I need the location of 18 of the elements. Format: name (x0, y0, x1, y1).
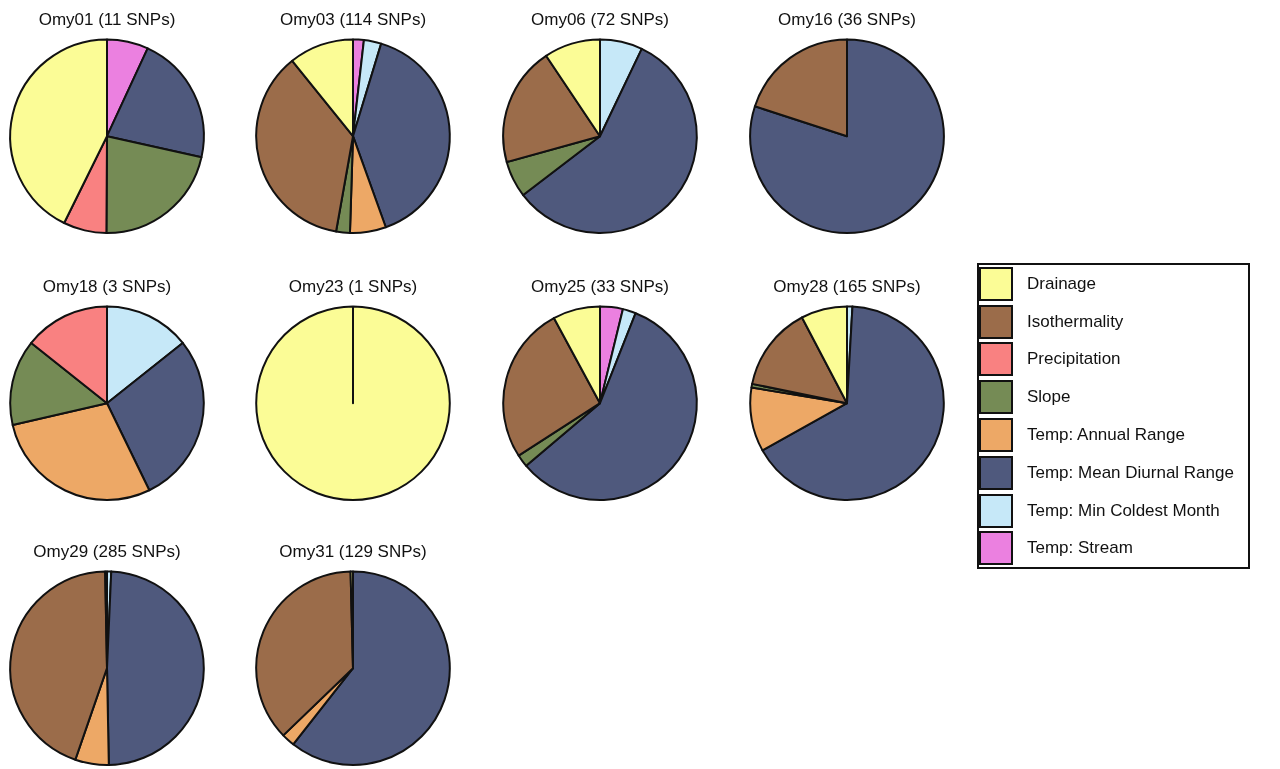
chart-title: Omy18 (3 SNPs) (42, 276, 172, 296)
chart-title: Omy16 (36 SNPs) (778, 9, 916, 29)
chart-title: Omy25 (33 SNPs) (531, 276, 669, 296)
legend-label: Temp: Annual Range (1027, 425, 1186, 446)
chart-title: Omy23 (1 SNPs) (288, 276, 418, 296)
chart-title: Omy28 (165 SNPs) (773, 276, 921, 296)
legend-label: Precipitation (1027, 349, 1122, 370)
chart-title: Omy03 (114 SNPs) (279, 9, 427, 29)
legend-label: Temp: Mean Diurnal Range (1027, 462, 1235, 483)
legend-label: Temp: Min Coldest Month (1027, 500, 1221, 521)
legend-label: Isothermality (1027, 311, 1125, 332)
legend-label: Slope (1027, 387, 1072, 408)
chart-title: Omy29 (285 SNPs) (33, 541, 181, 561)
chart-title: Omy31 (129 SNPs) (279, 541, 427, 561)
chart-title: Omy06 (72 SNPs) (531, 9, 669, 29)
legend-label: Temp: Stream (1027, 538, 1134, 559)
legend-label: Drainage (1027, 273, 1097, 294)
chart-title: Omy01 (11 SNPs) (38, 9, 176, 29)
